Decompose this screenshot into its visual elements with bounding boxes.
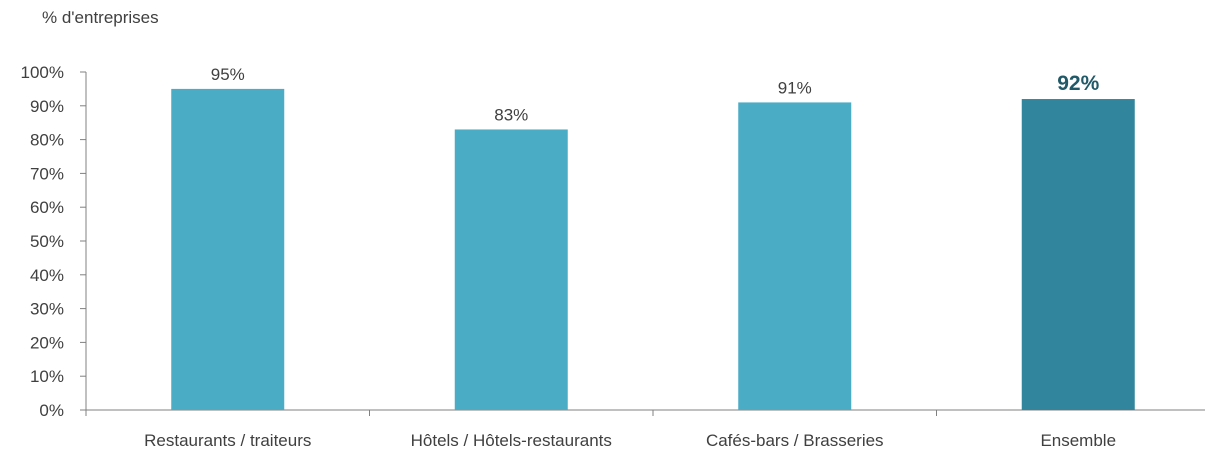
y-tick-label: 20% <box>30 333 64 352</box>
x-tick-label: Cafés-bars / Brasseries <box>706 431 884 450</box>
bar-3 <box>1021 99 1135 410</box>
y-tick-label: 70% <box>30 164 64 183</box>
data-label-0: 95% <box>211 65 245 84</box>
bars <box>171 88 1135 411</box>
data-label-1: 83% <box>494 105 528 124</box>
x-tick-label: Hôtels / Hôtels-restaurants <box>411 431 612 450</box>
y-tick-label: 30% <box>30 300 64 319</box>
y-tick-label: 100% <box>21 63 64 82</box>
y-tick-label: 40% <box>30 266 64 285</box>
data-label-3: 92% <box>1057 72 1099 95</box>
x-tick-label: Restaurants / traiteurs <box>144 431 311 450</box>
y-tick-label: 80% <box>30 131 64 150</box>
data-label-2: 91% <box>778 78 812 97</box>
bar-1 <box>454 129 568 410</box>
bar-0 <box>171 88 285 411</box>
x-axis: Restaurants / traiteurs Hôtels / Hôtels-r… <box>85 409 1205 450</box>
x-tick-label: Ensemble <box>1040 431 1116 450</box>
data-labels: 95% 83% 91% 92% <box>211 65 1100 125</box>
bar-2 <box>738 102 852 411</box>
y-tick-label: 90% <box>30 97 64 116</box>
y-axis-title: % d'entreprises <box>42 8 159 27</box>
y-tick-label: 60% <box>30 198 64 217</box>
y-tick-label: 0% <box>39 401 64 420</box>
y-tick-label: 10% <box>30 367 64 386</box>
y-tick-label: 50% <box>30 232 64 251</box>
y-axis: 0% 10% 20% 30% 40% 50% 60% 70% 80% 90% 100% <box>21 63 87 420</box>
